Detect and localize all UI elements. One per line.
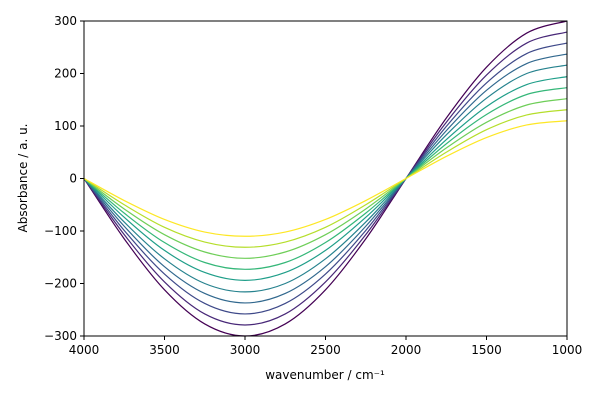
data-line	[83, 98, 568, 259]
data-line	[83, 20, 568, 337]
data-line	[83, 120, 568, 237]
y-tick-label: 300	[54, 14, 77, 28]
data-line	[83, 42, 568, 315]
x-tick-label: 1500	[471, 343, 502, 357]
data-line	[83, 76, 568, 281]
y-tick-label: 0	[69, 172, 77, 186]
data-line	[83, 53, 568, 304]
data-line	[83, 64, 568, 293]
x-tick-label: 1000	[552, 343, 583, 357]
data-line	[83, 87, 568, 270]
x-tick-label: 2000	[391, 343, 422, 357]
y-tick-label: 200	[54, 67, 77, 81]
x-tick-label: 2500	[310, 343, 341, 357]
plot-frame	[83, 20, 568, 337]
y-tick-label: −200	[44, 277, 77, 291]
x-axis-label: wavenumber / cm⁻¹	[265, 368, 385, 382]
data-line	[83, 31, 568, 326]
y-tick-label: −100	[44, 224, 77, 238]
y-tick-label: 100	[54, 119, 77, 133]
y-tick-label: −300	[44, 329, 77, 343]
y-axis-label: Absorbance / a. u.	[16, 124, 30, 233]
data-line	[83, 109, 568, 248]
x-tick-label: 4000	[69, 343, 100, 357]
x-tick-label: 3500	[149, 343, 180, 357]
x-tick-label: 3000	[230, 343, 261, 357]
